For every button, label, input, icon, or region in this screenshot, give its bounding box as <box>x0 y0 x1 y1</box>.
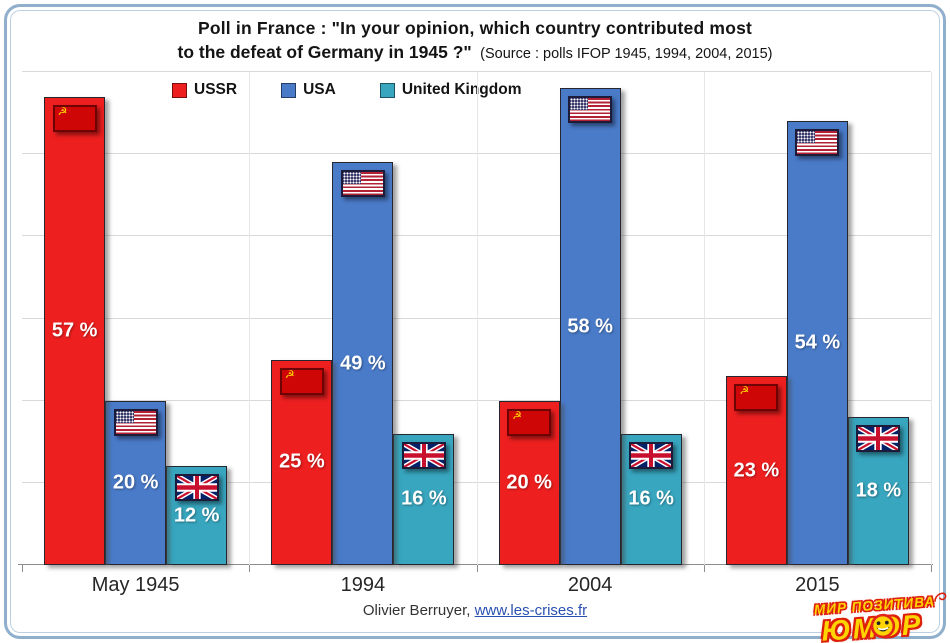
legend-item-usa: USA <box>281 81 336 99</box>
bar-usa-3: 54 % <box>786 121 848 565</box>
x-axis-line <box>18 564 933 565</box>
legend-item-ussr: USSR <box>172 81 237 99</box>
legend-item-uk: United Kingdom <box>379 81 522 99</box>
chart-title-line2-bold: to the defeat of Germany in 1945 ?" <box>177 42 472 62</box>
bar-value-label: 23 % <box>733 459 780 482</box>
bar-uk-0: 12 % <box>166 466 228 565</box>
legend-label-ussr: USSR <box>194 81 238 98</box>
bar-usa-2: 58 % <box>559 88 621 565</box>
axis-tick <box>22 565 23 572</box>
ussr-flag-icon <box>52 104 97 132</box>
footer-credit: Olivier Berruyer, www.les-crises.fr <box>0 602 950 619</box>
bar-value-label: 58 % <box>567 315 613 338</box>
ussr-flag-icon <box>734 384 779 412</box>
chart-legend: USSR USA United Kingdom <box>172 81 522 99</box>
website-link[interactable]: www.les-crises.fr <box>474 602 588 619</box>
legend-label-usa: USA <box>303 81 336 98</box>
uk-flag-icon <box>174 474 219 502</box>
bar-usa-1: 49 % <box>332 162 394 565</box>
chart-title-line2: to the defeat of Germany in 1945 ?" (Sou… <box>0 42 950 63</box>
bar-ussr-3: 23 % <box>725 376 787 565</box>
usa-flag-icon <box>568 96 613 124</box>
bar-ussr-2: 20 % <box>498 400 560 565</box>
usa-swatch-icon <box>281 82 297 98</box>
uk-flag-icon <box>856 425 901 453</box>
author-name: Olivier Berruyer, <box>362 602 471 619</box>
uk-flag-icon <box>401 441 446 469</box>
chart-title-line1: Poll in France : "In your opinion, which… <box>197 18 753 38</box>
bar-ussr-0: 57 % <box>44 96 106 565</box>
axis-tick <box>249 565 251 572</box>
bar-value-label: 16 % <box>401 487 447 510</box>
bar-value-label: 20 % <box>506 471 552 494</box>
bar-value-label: 16 % <box>628 487 674 510</box>
bar-value-label: 20 % <box>112 471 159 494</box>
v-gridline <box>703 72 705 565</box>
bar-value-label: 12 % <box>173 504 220 527</box>
uk-flag-icon <box>629 441 674 469</box>
v-gridline <box>931 72 932 565</box>
usa-flag-icon <box>795 129 840 157</box>
bar-value-label: 25 % <box>279 450 325 473</box>
plot-area: 57 % 20 % 12 % 25 % 49 % 16 % 20 % 58 % 16 % 23 %… <box>18 71 933 572</box>
legend-label-uk: United Kingdom <box>401 81 522 98</box>
chart-source: (Source : polls IFOP 1945, 1994, 2004, 2… <box>480 46 773 62</box>
smiley-face-icon <box>868 611 897 643</box>
watermark-scribble-icon <box>932 589 949 608</box>
bar-value-label: 57 % <box>51 319 98 342</box>
humor-watermark-logo: МИР ПОЗИТИВА ЮМОР <box>813 592 947 643</box>
usa-flag-icon <box>113 408 158 436</box>
axis-tick <box>703 565 705 572</box>
x-label-3: 2015 <box>795 574 840 596</box>
v-gridline <box>476 72 478 565</box>
axis-tick <box>476 565 478 572</box>
watermark-text-bottom: ЮМОР <box>820 608 937 643</box>
x-label-2: 2004 <box>567 574 613 596</box>
axis-tick <box>931 565 932 572</box>
uk-swatch-icon <box>379 82 395 98</box>
bar-ussr-1: 25 % <box>271 359 333 565</box>
v-gridline <box>249 72 251 565</box>
bar-uk-2: 16 % <box>620 433 682 565</box>
x-label-1: 1994 <box>340 574 386 596</box>
h-gridline <box>22 71 931 72</box>
bar-uk-3: 18 % <box>847 417 909 565</box>
ussr-flag-icon <box>279 367 324 395</box>
ussr-flag-icon <box>507 408 552 436</box>
bar-usa-0: 20 % <box>105 400 167 565</box>
x-label-0: May 1945 <box>91 574 180 596</box>
ussr-swatch-icon <box>172 82 187 98</box>
bar-uk-1: 16 % <box>393 433 455 565</box>
usa-flag-icon <box>340 170 385 198</box>
bar-value-label: 54 % <box>794 331 841 354</box>
x-axis-labels: May 1945 1994 2004 2015 <box>22 574 931 597</box>
bar-value-label: 49 % <box>340 352 386 375</box>
bar-value-label: 18 % <box>855 479 902 502</box>
